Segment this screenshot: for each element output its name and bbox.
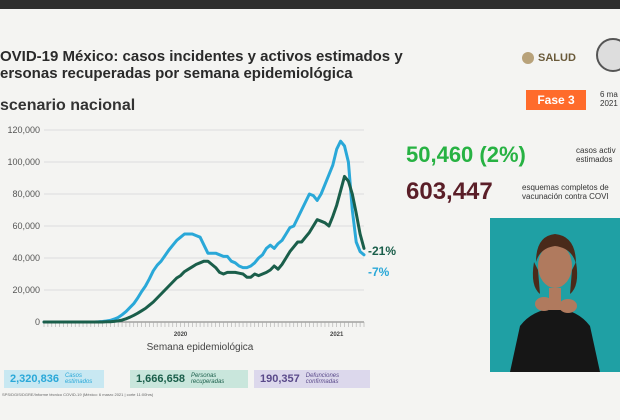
y-tick-label: 60,000 [12,221,40,231]
x-year-label: 2021 [330,332,344,338]
estimated-cases-box: 2,320,836 Casos estimados [4,370,104,388]
title-line-1: OVID-19 México: casos incidentes y activ… [0,48,403,65]
x-axis-label: Semana epidemiológica [147,342,254,353]
phase-badge: Fase 3 [526,90,586,110]
change-annotation: -7% [368,265,390,279]
y-tick-label: 80,000 [12,189,40,199]
recovered-box: 1,666,658 Personas recuperadas [130,370,248,388]
title-line-2: ersonas recuperadas por semana epidemiol… [0,65,353,82]
active-cases-label: casos activ estimados [576,146,616,164]
series-line-2 [42,174,366,324]
estimated-cases-value: 2,320,836 [10,373,59,385]
x-year-label: 2020 [174,332,188,338]
page-subtitle: scenario nacional [0,97,136,114]
page-title: OVID-19 México: casos incidentes y activ… [0,48,470,82]
government-seal-icon [596,38,620,72]
salud-logo-text: SALUD [538,52,576,64]
recovered-value: 1,666,658 [136,373,185,385]
eagle-emblem-icon [522,52,534,64]
recovered-label-1: Personas [190,373,217,379]
active-label-line-1: casos activ [576,146,616,155]
vaccine-label: esquemas completos de vacunación contra … [522,183,609,201]
y-tick-label: 40,000 [12,253,40,263]
y-tick-label: 100,000 [7,157,40,167]
deaths-value: 190,357 [260,373,300,385]
estimated-cases-label: Casos estimados [65,373,92,385]
vaccine-label-line-2: vacunación contra COVI [522,192,609,201]
line-chart: 0 20,000 40,000 60,000 80,000 100,000 120,000 2… [7,125,396,353]
estimated-cases-label-1: Casos [64,373,82,379]
date-line-1: 6 ma [600,90,618,99]
top-bar [0,0,620,9]
recovered-label: Personas recuperadas [191,373,224,385]
deaths-label-1: Defunciones [305,373,340,379]
vaccine-label-line-1: esquemas completos de [522,183,609,192]
sign-language-interpreter-video [490,218,620,372]
active-label-line-2: estimados [576,155,613,164]
y-tick-label: 120,000 [7,125,40,135]
change-annotation: -21% [368,244,396,258]
report-date: 6 ma 2021 [600,90,618,108]
y-tick-label: 20,000 [12,285,40,295]
active-cases-value: 50,460 (2%) [406,142,526,167]
vaccine-value: 603,447 [406,178,493,205]
salud-logo: SALUD [522,52,576,64]
deaths-label: Defunciones confirmadas [306,373,339,385]
estimated-cases-label-2: estimados [64,379,93,385]
recovered-label-2: recuperadas [190,379,225,385]
y-tick-label: 0 [35,317,40,327]
deaths-box: 190,357 Defunciones confirmadas [254,370,370,388]
source-footnote: SPS/DGIS/DGRE/Informe técnico COVID-19 (… [2,392,154,397]
series-line-1 [42,139,366,324]
date-line-2: 2021 [600,99,618,108]
deaths-label-2: confirmadas [305,379,339,385]
